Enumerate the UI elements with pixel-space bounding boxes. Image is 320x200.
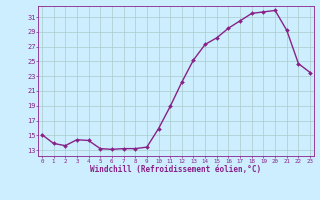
X-axis label: Windchill (Refroidissement éolien,°C): Windchill (Refroidissement éolien,°C) [91, 165, 261, 174]
